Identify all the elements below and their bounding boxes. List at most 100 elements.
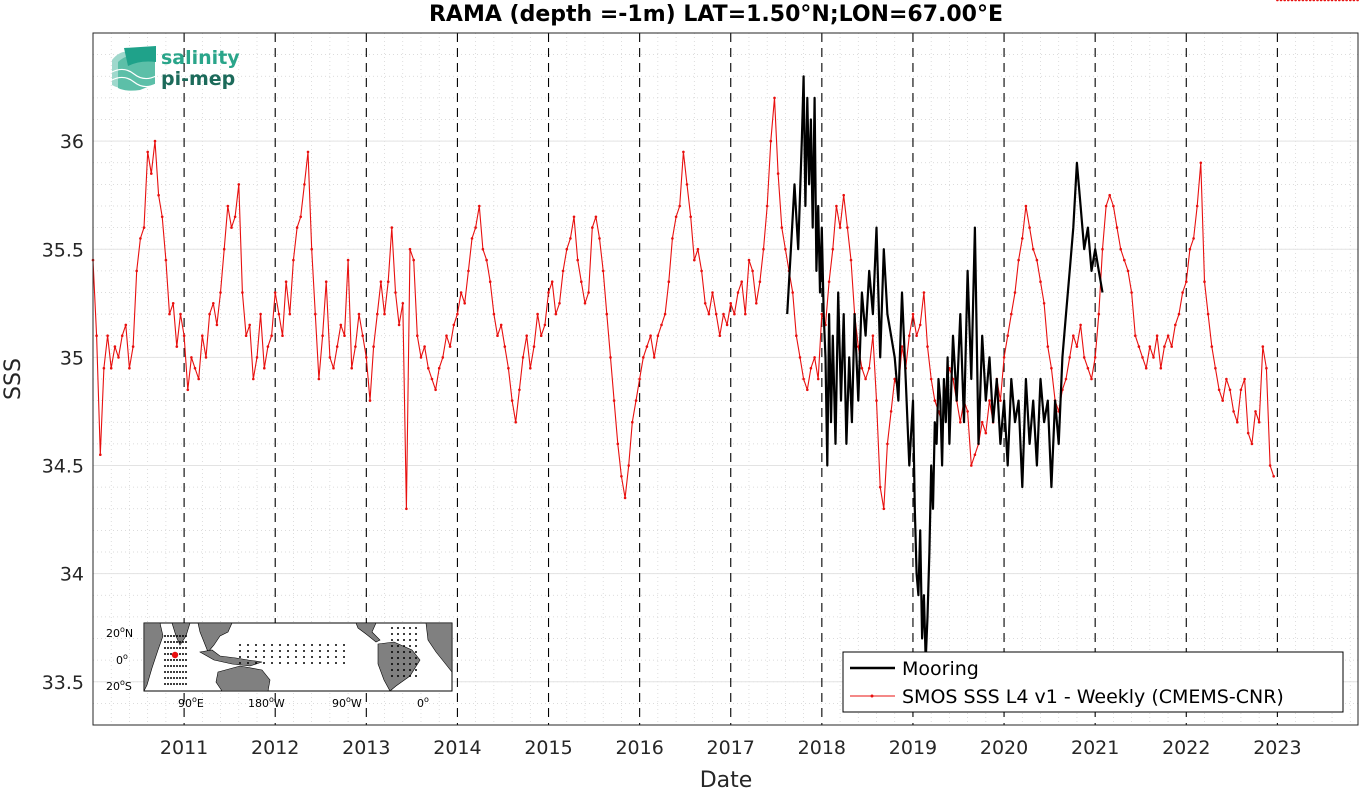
smos-point [237, 183, 241, 186]
smos-point [576, 258, 579, 262]
inset-mooring-dot [295, 644, 297, 646]
smos-point [1101, 247, 1104, 251]
inset-mooring-dot [391, 639, 393, 641]
smos-point [922, 291, 926, 294]
smos-point [1152, 356, 1155, 359]
smos-point [594, 215, 598, 219]
smos-point [795, 334, 798, 338]
smos-point [1246, 431, 1250, 435]
smos-point [1155, 334, 1159, 338]
smos-point [682, 150, 685, 154]
smos-point [1185, 280, 1188, 284]
smos-point [678, 204, 681, 208]
smos-point [1254, 410, 1257, 413]
smos-point [507, 366, 510, 370]
inset-mooring-dot [311, 656, 313, 658]
inset-mooring-dot [255, 644, 257, 646]
smos-point [1272, 475, 1275, 478]
smos-point [263, 366, 266, 370]
smos-point [1082, 356, 1086, 359]
smos-point [729, 302, 732, 305]
smos-point [722, 312, 725, 316]
smos-point [412, 258, 416, 262]
smos-point [448, 345, 452, 348]
smos-point [1345, 0, 1348, 2]
smos-point [1021, 237, 1024, 240]
smos-point [1181, 291, 1184, 294]
inset-mooring-dot [397, 633, 399, 635]
lat-label-20n: 20oN [106, 625, 133, 640]
smos-point [831, 247, 835, 251]
x-tick-labels: 2011 2012 2013 2014 2015 2016 2017 2018 2019 2020… [160, 737, 1302, 759]
inset-mooring-dot [397, 627, 399, 629]
smos-point [1203, 280, 1206, 284]
smos-point [456, 312, 459, 316]
smos-point [139, 237, 142, 240]
smos-point [324, 280, 328, 284]
inset-mooring-dot [403, 669, 405, 671]
smos-point [813, 356, 816, 359]
smos-point [459, 291, 463, 294]
inset-mooring-dot [167, 683, 169, 685]
smos-point [638, 377, 641, 381]
smos-point [908, 334, 911, 338]
smos-point [1079, 323, 1082, 327]
smos-point [755, 302, 758, 305]
smos-point [689, 215, 692, 219]
smos-point [1221, 399, 1224, 402]
inset-mooring-dot [176, 641, 178, 643]
inset-mooring-dot [255, 650, 257, 652]
smos-point [488, 280, 492, 284]
smos-point [1148, 345, 1152, 348]
y-tick-labels: 33.5 34 34.5 35 35.5 36 [42, 131, 84, 694]
smos-point [292, 258, 295, 262]
smos-point [1170, 345, 1173, 348]
smos-point [120, 334, 124, 338]
smos-point [572, 215, 576, 219]
smos-point [171, 302, 175, 305]
smos-point [193, 366, 197, 370]
smos-point [616, 442, 620, 446]
smos-point [867, 366, 871, 370]
smos-point [1195, 204, 1199, 208]
smos-point [1243, 377, 1246, 381]
smos-point [886, 442, 889, 446]
smos-point [481, 247, 485, 251]
smos-point [1017, 258, 1020, 262]
x-tick-label: 2012 [251, 737, 299, 759]
inset-mooring-dot [415, 639, 417, 641]
smos-point [328, 356, 332, 359]
smos-point [634, 399, 638, 402]
y-axis-label: SSS [1, 358, 26, 400]
inset-mooring-dot [239, 644, 241, 646]
inset-mooring-dot [287, 650, 289, 652]
africa-shape [143, 622, 164, 692]
smos-point [394, 291, 397, 294]
smos-point [219, 291, 222, 294]
x-tick-label: 2019 [889, 737, 937, 759]
smos-point [252, 377, 255, 381]
smos-point [343, 334, 346, 338]
smos-point [915, 334, 918, 338]
smos-point [255, 356, 259, 359]
inset-mooring-dot [415, 657, 417, 659]
inset-mooring-dot [279, 656, 281, 658]
inset-mooring-dot [247, 644, 249, 646]
inset-mooring-dot [182, 665, 184, 667]
inset-mooring-dot [391, 663, 393, 665]
smos-point [587, 291, 590, 294]
lat-label-20s: 20oS [106, 678, 132, 693]
smos-point [160, 215, 164, 219]
smos-point [470, 237, 474, 240]
inset-mooring-dot [397, 639, 399, 641]
smos-point [846, 226, 849, 229]
smos-point [1002, 356, 1006, 359]
smos-point [212, 302, 215, 305]
smos-point [306, 150, 310, 154]
y-tick-label: 33.5 [42, 672, 84, 694]
inset-mooring-dot [182, 677, 184, 679]
inset-mooring-dot [319, 644, 321, 646]
smos-point [889, 410, 893, 413]
selected-mooring-marker [171, 651, 179, 659]
